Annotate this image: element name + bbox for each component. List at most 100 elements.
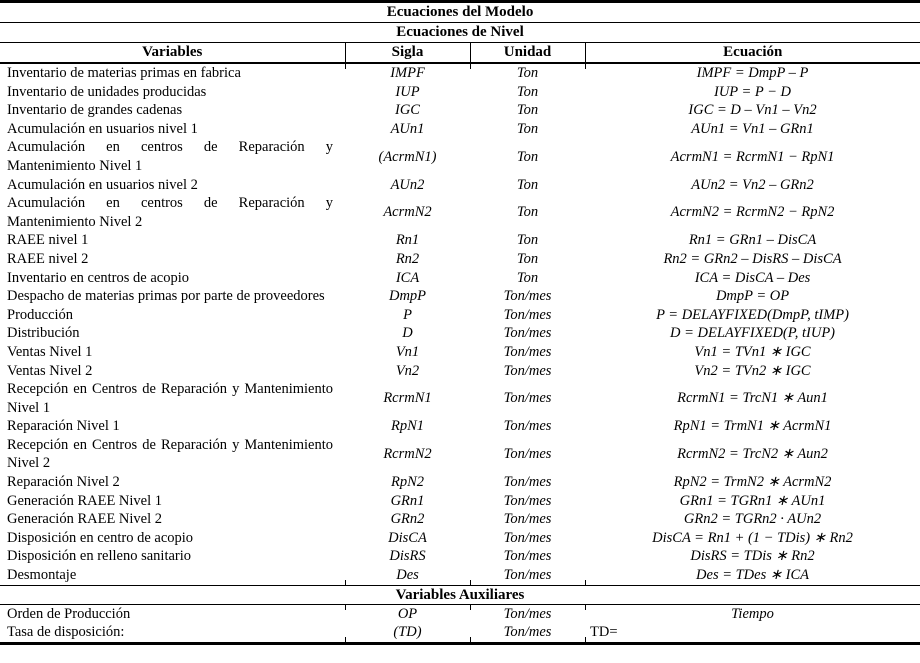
table-row: Reparación Nivel 2 RpN2 Ton/mes RpN2 = TrmN… xyxy=(0,473,920,492)
unidad-cell: Ton/mes xyxy=(503,325,552,342)
sigla-cell: GRn1 xyxy=(390,492,425,509)
variable-cell: Ventas Nivel 2 xyxy=(7,362,93,379)
variable-cell: Disposición en relleno sanitario xyxy=(7,548,192,565)
unidad-cell: Ton xyxy=(516,148,539,165)
sigla-cell: DisRS xyxy=(389,548,426,565)
aux-section-title: Variables Auxiliares xyxy=(0,584,920,605)
variable-cell: RAEE nivel 2 xyxy=(7,250,89,267)
unidad-cell: Ton xyxy=(516,250,539,267)
table-row: RAEE nivel 1 Rn1 Ton Rn1 = GRn1 – DisCA xyxy=(0,231,920,250)
variable-cell: Inventario de materias primas en fabrica xyxy=(7,65,241,81)
sigla-cell: Vn1 xyxy=(395,343,420,360)
ecuacion-cell: GRn1 = TGRn1 ∗ AUn1 xyxy=(679,492,826,509)
table-row: Generación RAEE Nivel 2 GRn2 Ton/mes GRn2 =… xyxy=(0,510,920,529)
ecuacion-cell: RcrmN1 = TrcN1 ∗ Aun1 xyxy=(677,390,828,407)
sigla-cell: (TD) xyxy=(345,623,470,645)
ecuacion-cell: IUP = P − D xyxy=(714,83,792,100)
ecuacion-cell: IGC = D – Vn1 – Vn2 xyxy=(688,102,817,119)
variable-cell: Recepción en Centros de Reparación y Man… xyxy=(7,436,333,472)
table-row: Generación RAEE Nivel 1 GRn1 Ton/mes GRn1 =… xyxy=(0,492,920,511)
table-row: Ventas Nivel 1 Vn1 Ton/mes Vn1 = TVn1 ∗ IGC xyxy=(0,343,920,362)
unidad-cell: Ton/mes xyxy=(503,474,552,491)
sigla-cell: AcrmN2 xyxy=(383,204,432,221)
column-header-variables: Variables xyxy=(0,42,345,64)
unidad-cell: Ton/mes xyxy=(503,529,552,546)
table-title: Ecuaciones del Modelo xyxy=(0,0,920,23)
unidad-cell: Ton xyxy=(516,232,539,249)
level-rows: Inventario de materias primas en fabrica… xyxy=(0,63,920,585)
aux-table-row: Orden de Producción OP Ton/mes Tiempo xyxy=(0,604,920,623)
unidad-cell: Ton/mes xyxy=(470,604,585,623)
variable-cell: Acumulación en centros de Reparación y M… xyxy=(7,139,333,174)
ecuacion-cell: RpN2 = TrmN2 ∗ AcrmN2 xyxy=(673,474,832,491)
sigla-cell: RcrmN2 xyxy=(383,446,432,463)
variable-cell: Acumulación en centros de Reparación y M… xyxy=(7,195,333,230)
variable-cell: Reparación Nivel 1 xyxy=(7,418,120,435)
table-row: Inventario de unidades producidas IUP Ton I… xyxy=(0,83,920,102)
sigla-cell: DmpP xyxy=(388,288,427,305)
table-row: Recepción en Centros de Reparación y Man… xyxy=(0,380,920,417)
unidad-cell: Ton xyxy=(516,120,539,137)
ecuacion-cell: IMPF = DmpP – P xyxy=(585,63,920,83)
ecuacion-cell: P = DELAYFIXED(DmpP, tIMP) xyxy=(656,306,849,323)
table-row: Acumulación en centros de Reparación y M… xyxy=(0,194,920,231)
variable-cell: Disposición en centro de acopio xyxy=(7,529,194,546)
ecuacion-cell: AcrmN2 = RcrmN2 − RpN2 xyxy=(670,204,835,221)
sigla-cell: P xyxy=(403,306,412,323)
sigla-cell: RpN2 xyxy=(390,474,425,491)
table-row: Acumulación en centros de Reparación y M… xyxy=(0,138,920,175)
variable-cell: Reparación Nivel 2 xyxy=(7,474,120,491)
sigla-cell: GRn2 xyxy=(390,511,425,528)
sigla-cell: ICA xyxy=(395,269,420,286)
table-row: Recepción en Centros de Reparación y Man… xyxy=(0,436,920,473)
ecuacion-cell: GRn2 = TGRn2 · AUn2 xyxy=(683,511,822,528)
ecuacion-cell: Vn2 = TVn2 ∗ IGC xyxy=(694,362,811,379)
ecuacion-cell: Rn2 = GRn2 – DisRS – DisCA xyxy=(663,250,842,267)
variable-cell: RAEE nivel 1 xyxy=(7,232,89,249)
variable-cell: Recepción en Centros de Reparación y Man… xyxy=(7,381,333,416)
column-header-ecuacion: Ecuación xyxy=(584,42,920,64)
table-row: Disposición en relleno sanitario DisRS Ton… xyxy=(0,547,920,566)
ecuacion-cell: DisRS = TDis ∗ Rn2 xyxy=(690,548,815,565)
sigla-cell: IUP xyxy=(395,83,420,100)
unidad-cell: Ton/mes xyxy=(503,362,552,379)
sigla-cell: Rn1 xyxy=(395,232,420,249)
ecuacion-cell: Vn1 = TVn1 ∗ IGC xyxy=(694,343,811,360)
variable-cell: Distribución xyxy=(7,325,80,342)
ecuacion-cell: AcrmN1 = RcrmN1 − RpN1 xyxy=(670,148,835,165)
ecuacion-cell: RpN1 = TrmN1 ∗ AcrmN1 xyxy=(673,418,832,435)
unidad-cell: Ton/mes xyxy=(503,288,552,305)
variable-cell: Inventario de unidades producidas xyxy=(7,83,207,100)
table-row: Inventario de materias primas en fabrica… xyxy=(0,63,920,83)
unidad-cell: Ton xyxy=(516,102,539,119)
aux-section-row: Variables Auxiliares xyxy=(0,584,920,605)
sigla-cell: AUn2 xyxy=(390,176,425,193)
variable-cell: Ventas Nivel 1 xyxy=(7,343,93,360)
table-row: Inventario en centros de acopio ICA Ton ICA… xyxy=(0,269,920,288)
aux-rows: Orden de Producción OP Ton/mes Tiempo Tasa d… xyxy=(0,604,920,645)
ecuacion-cell: D = DELAYFIXED(P, tIUP) xyxy=(670,325,836,342)
unidad-cell: Ton xyxy=(516,204,539,221)
unidad-cell: Ton/mes xyxy=(470,566,585,585)
unidad-cell: Ton/mes xyxy=(503,548,552,565)
variable-cell: Acumulación en usuarios nivel 1 xyxy=(7,120,198,137)
table-row: Ventas Nivel 2 Vn2 Ton/mes Vn2 = TVn2 ∗ IGC xyxy=(0,362,920,381)
table-row: Disposición en centro de acopio DisCA Ton/… xyxy=(0,529,920,548)
table-row: Inventario de grandes cadenas IGC Ton IGC =… xyxy=(0,101,920,120)
variable-cell: Inventario de grandes cadenas xyxy=(7,102,183,119)
unidad-cell: Ton xyxy=(470,63,585,83)
unidad-cell: Ton/mes xyxy=(503,446,552,463)
ecuacion-cell: TD= xyxy=(585,623,920,645)
sigla-cell: Vn2 xyxy=(395,362,420,379)
variable-cell: Despacho de materias primas por parte de… xyxy=(7,288,325,305)
column-header-row: Variables Sigla Unidad Ecuación xyxy=(0,42,920,64)
variable-cell: Producción xyxy=(7,306,74,323)
sigla-cell: Rn2 xyxy=(395,250,420,267)
unidad-cell: Ton/mes xyxy=(470,623,585,645)
ecuacion-cell: Rn1 = GRn1 – DisCA xyxy=(688,232,817,249)
sigla-cell: DisCA xyxy=(388,529,427,546)
variable-cell: Orden de Producción xyxy=(7,605,131,622)
column-header-unidad: Unidad xyxy=(469,42,585,64)
ecuacion-cell: RcrmN2 = TrcN2 ∗ Aun2 xyxy=(677,446,828,463)
